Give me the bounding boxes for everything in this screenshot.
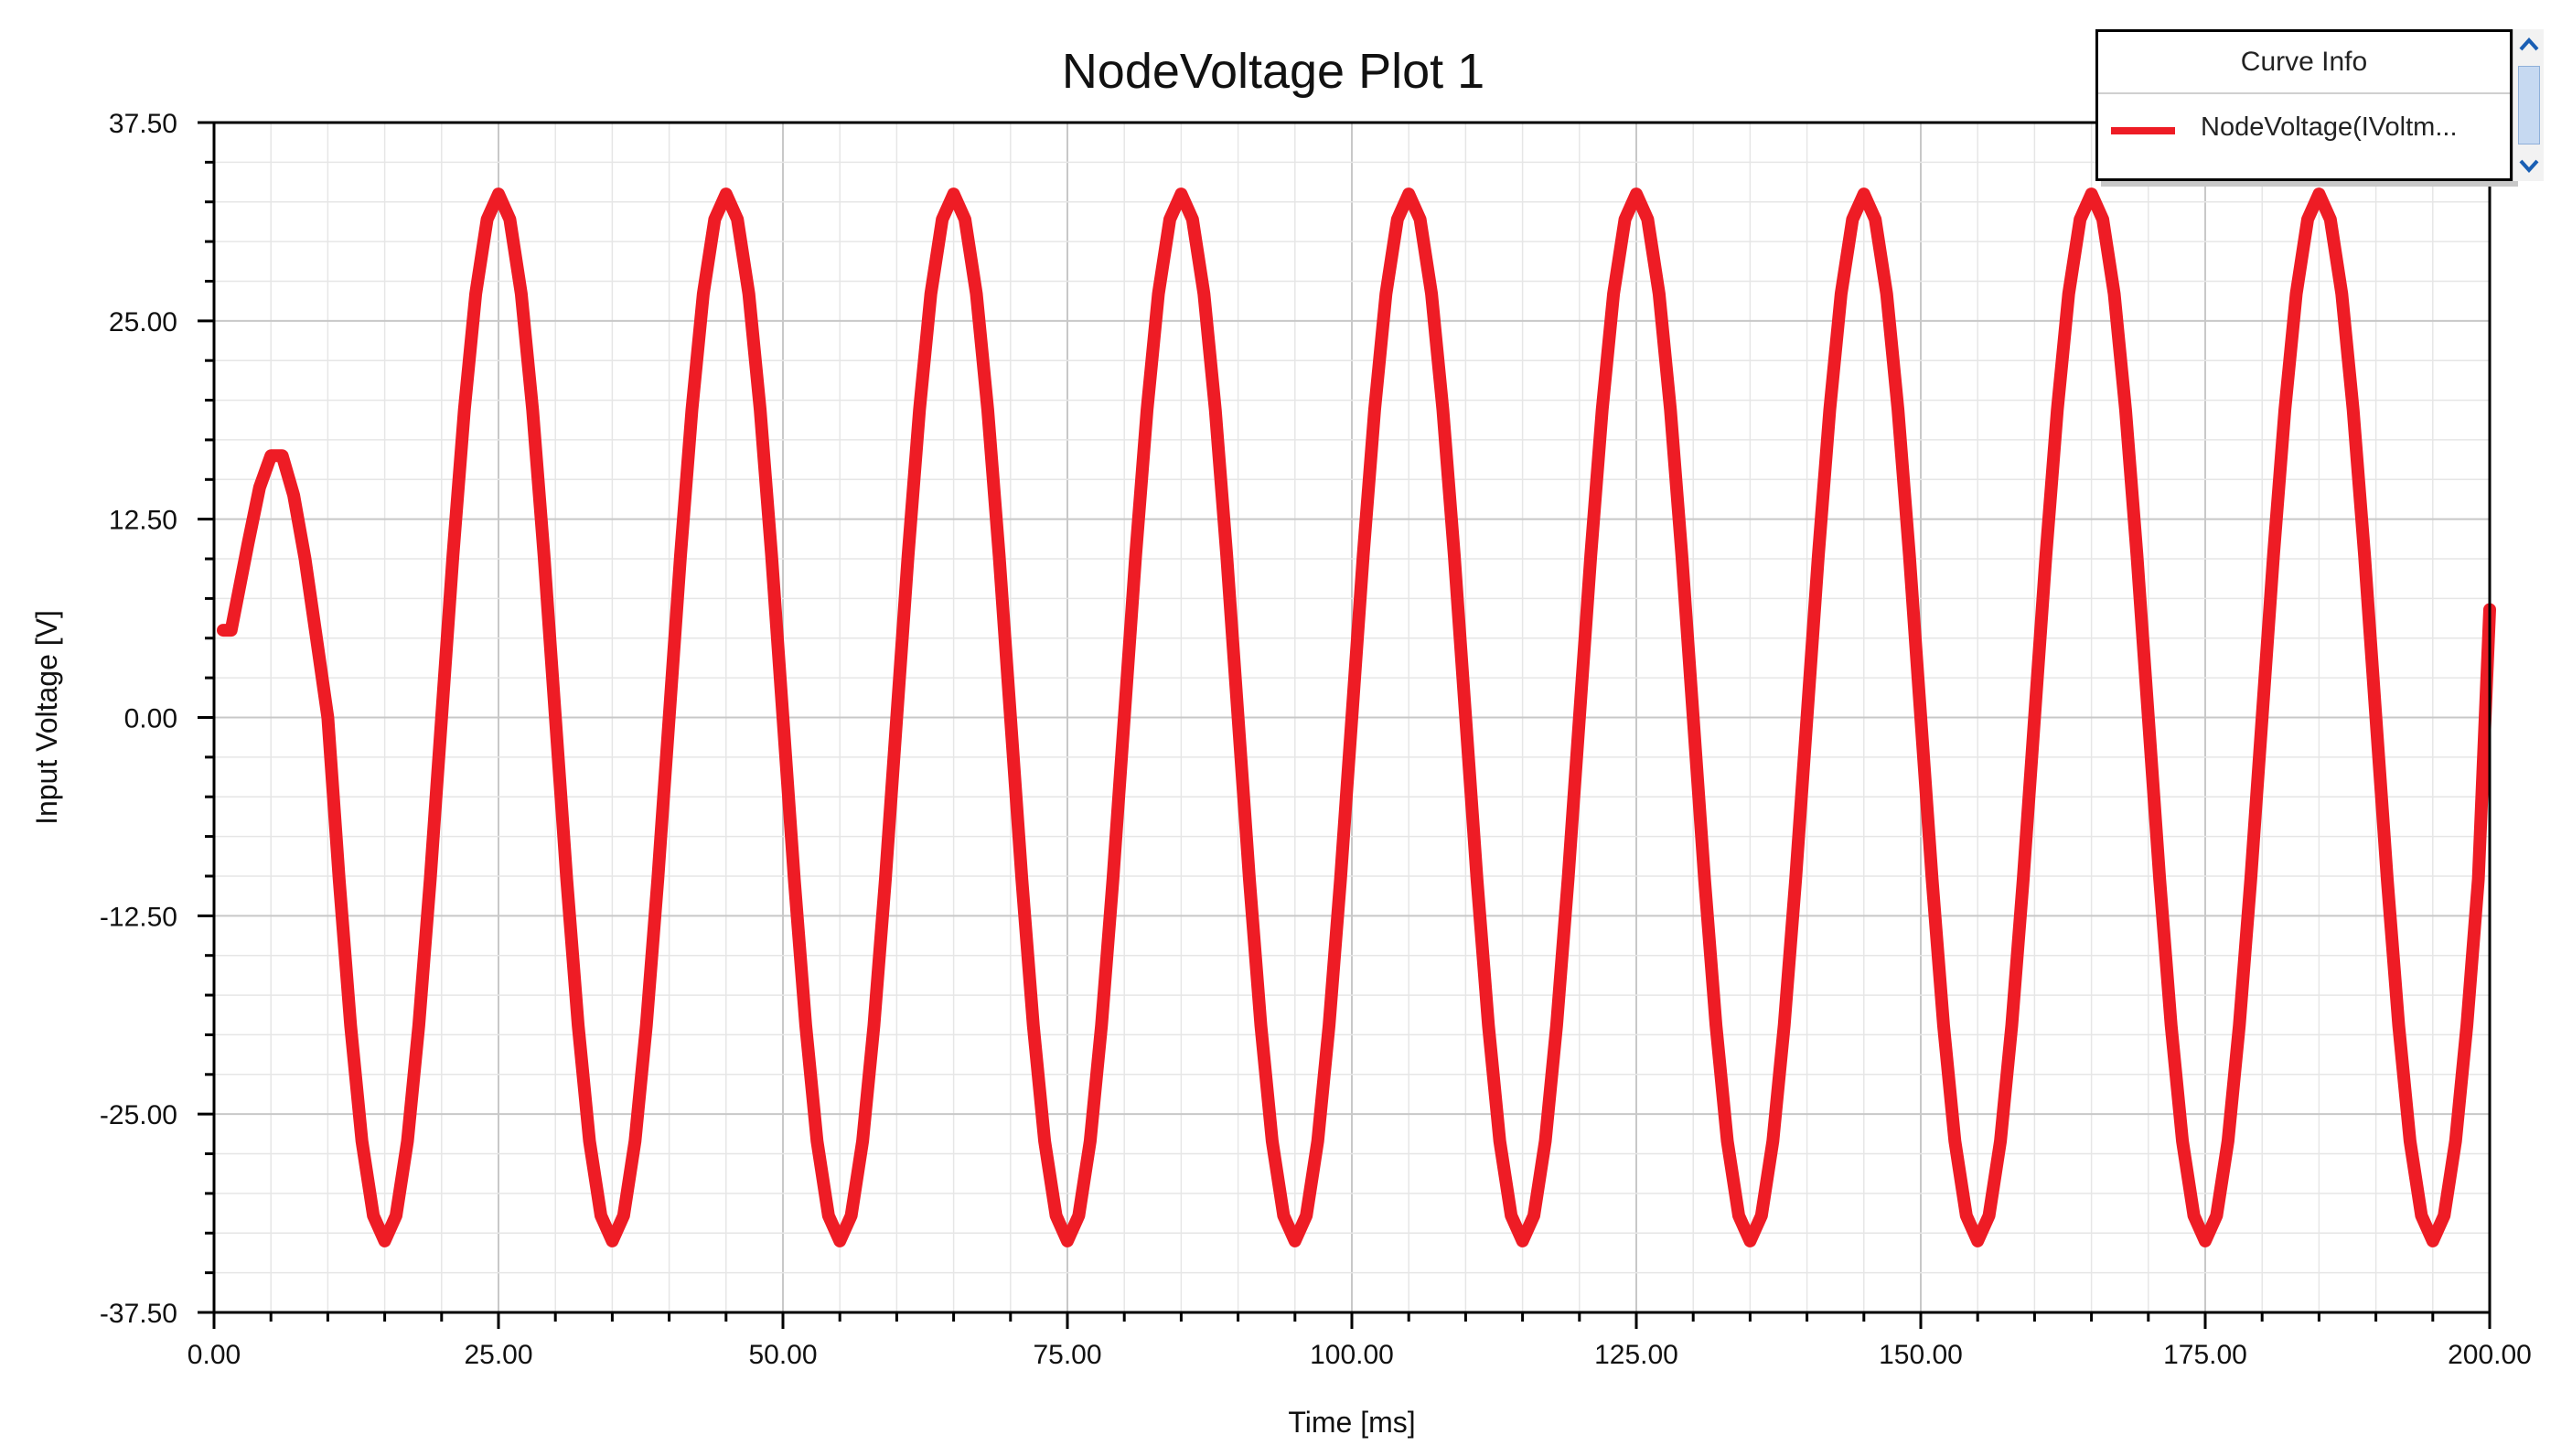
x-tick-label: 75.00 [1033, 1340, 1101, 1370]
legend-item[interactable]: NodeVoltage(IVoltm... [2098, 103, 2510, 158]
legend-swatch [2111, 127, 2175, 134]
x-tick-label: 25.00 [464, 1340, 532, 1370]
legend-item-label: NodeVoltage(IVoltm... [2201, 112, 2458, 142]
series-line [217, 187, 2496, 1247]
y-tick-label: 37.50 [109, 109, 177, 139]
x-tick-label: 175.00 [2163, 1340, 2247, 1370]
y-tick-label: -37.50 [100, 1299, 177, 1329]
y-tick-label: 12.50 [109, 506, 177, 536]
x-tick-label: 125.00 [1594, 1340, 1678, 1370]
curve-layer [217, 187, 2496, 1247]
y-tick-label: 25.00 [109, 307, 177, 337]
y-tick-label: -25.00 [100, 1100, 177, 1130]
y-tick-label: -12.50 [100, 902, 177, 932]
scroll-down-button[interactable] [2513, 150, 2545, 181]
y-axis-title: Input Voltage [V] [30, 610, 63, 825]
x-tick-label: 0.00 [188, 1340, 241, 1370]
x-axis-title: Time [ms] [1288, 1406, 1415, 1439]
x-tick-label: 150.00 [1879, 1340, 1963, 1370]
legend-header: Curve Info [2098, 32, 2510, 94]
x-tick-label: 200.00 [2448, 1340, 2532, 1370]
y-tick-label: 0.00 [124, 704, 177, 734]
chevron-up-icon [2519, 37, 2539, 51]
x-tick-label: 100.00 [1310, 1340, 1394, 1370]
axis-layer [198, 121, 2492, 1329]
legend-scrollbar[interactable] [2513, 29, 2544, 181]
chevron-down-icon [2519, 159, 2539, 173]
x-tick-label: 50.00 [748, 1340, 817, 1370]
curve-info-legend[interactable]: Curve Info NodeVoltage(IVoltm... [2095, 29, 2513, 181]
chart-title: NodeVoltage Plot 1 [1062, 44, 1484, 99]
label-layer: 0.00 25.00 50.00 75.00 100.00 125.00 150.00 175… [30, 44, 2532, 1439]
scroll-thumb[interactable] [2518, 66, 2540, 145]
scroll-up-button[interactable] [2513, 29, 2545, 60]
